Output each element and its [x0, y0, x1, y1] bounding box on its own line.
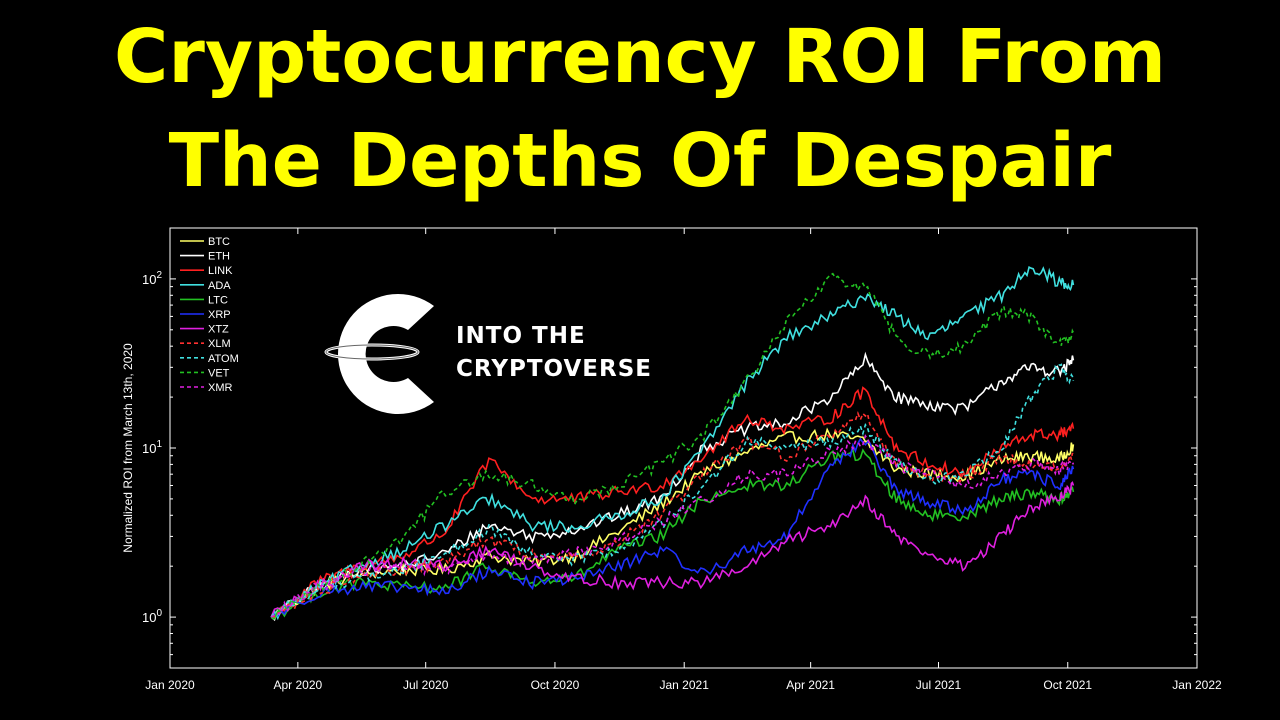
cryptoverse-logo: INTO THE CRYPTOVERSE — [316, 290, 676, 420]
chart-legend: BTC ETH LINK ADA LTC XRP XTZ XLM ATOM VET XMR — [180, 236, 239, 394]
logo-text-line-2: CRYPTOVERSE — [456, 356, 652, 382]
legend-label-atom: ATOM — [208, 353, 239, 365]
series-line-vet — [270, 272, 1075, 621]
y-tick-label: 101 — [142, 439, 162, 456]
x-tick-label: Jan 2021 — [660, 678, 710, 692]
legend-label-ada: ADA — [208, 280, 231, 292]
series-line-xtz — [270, 481, 1075, 618]
series-line-btc — [270, 427, 1075, 618]
legend-label-xmr: XMR — [208, 382, 233, 394]
legend-label-vet: VET — [208, 367, 230, 379]
x-tick-label: Jul 2021 — [916, 678, 962, 692]
x-tick-label: Jan 2020 — [145, 678, 195, 692]
series-line-ltc — [270, 448, 1075, 620]
series-line-xlm — [271, 411, 1075, 618]
series-layer — [270, 266, 1075, 622]
cryptoverse-logo-icon — [324, 294, 434, 414]
legend-label-btc: BTC — [208, 236, 230, 248]
legend-label-xrp: XRP — [208, 309, 231, 321]
logo-text-line-1: INTO THE — [456, 323, 586, 349]
x-tick-label: Oct 2020 — [531, 678, 580, 692]
series-line-xmr — [270, 434, 1075, 618]
legend-label-xlm: XLM — [208, 338, 231, 350]
tick-layer: Jan 2020 Apr 2020 Jul 2020 Oct 2020 Jan 2021… — [142, 227, 1222, 692]
x-tick-label: Jan 2022 — [1172, 678, 1222, 692]
legend-label-xtz: XTZ — [208, 324, 229, 336]
series-line-ada — [270, 266, 1075, 621]
chart-title-line-2: The Depths Of Despair — [168, 118, 1112, 204]
x-tick-label: Apr 2021 — [786, 678, 835, 692]
legend-label-ltc: LTC — [208, 294, 228, 306]
chart-title-line-1: Cryptocurrency ROI From — [114, 14, 1166, 100]
logo-text: INTO THE CRYPTOVERSE — [456, 320, 652, 386]
series-line-atom — [270, 363, 1075, 619]
legend-label-link: LINK — [208, 265, 233, 277]
x-tick-label: Jul 2020 — [403, 678, 449, 692]
legend-label-eth: ETH — [208, 251, 230, 263]
series-line-xrp — [270, 437, 1075, 618]
x-tick-label: Oct 2021 — [1043, 678, 1092, 692]
y-tick-label: 100 — [142, 608, 162, 625]
y-axis-label: Normalized ROI from March 13th, 2020 — [121, 343, 135, 553]
y-tick-label: 102 — [142, 270, 162, 287]
x-tick-label: Apr 2020 — [273, 678, 322, 692]
